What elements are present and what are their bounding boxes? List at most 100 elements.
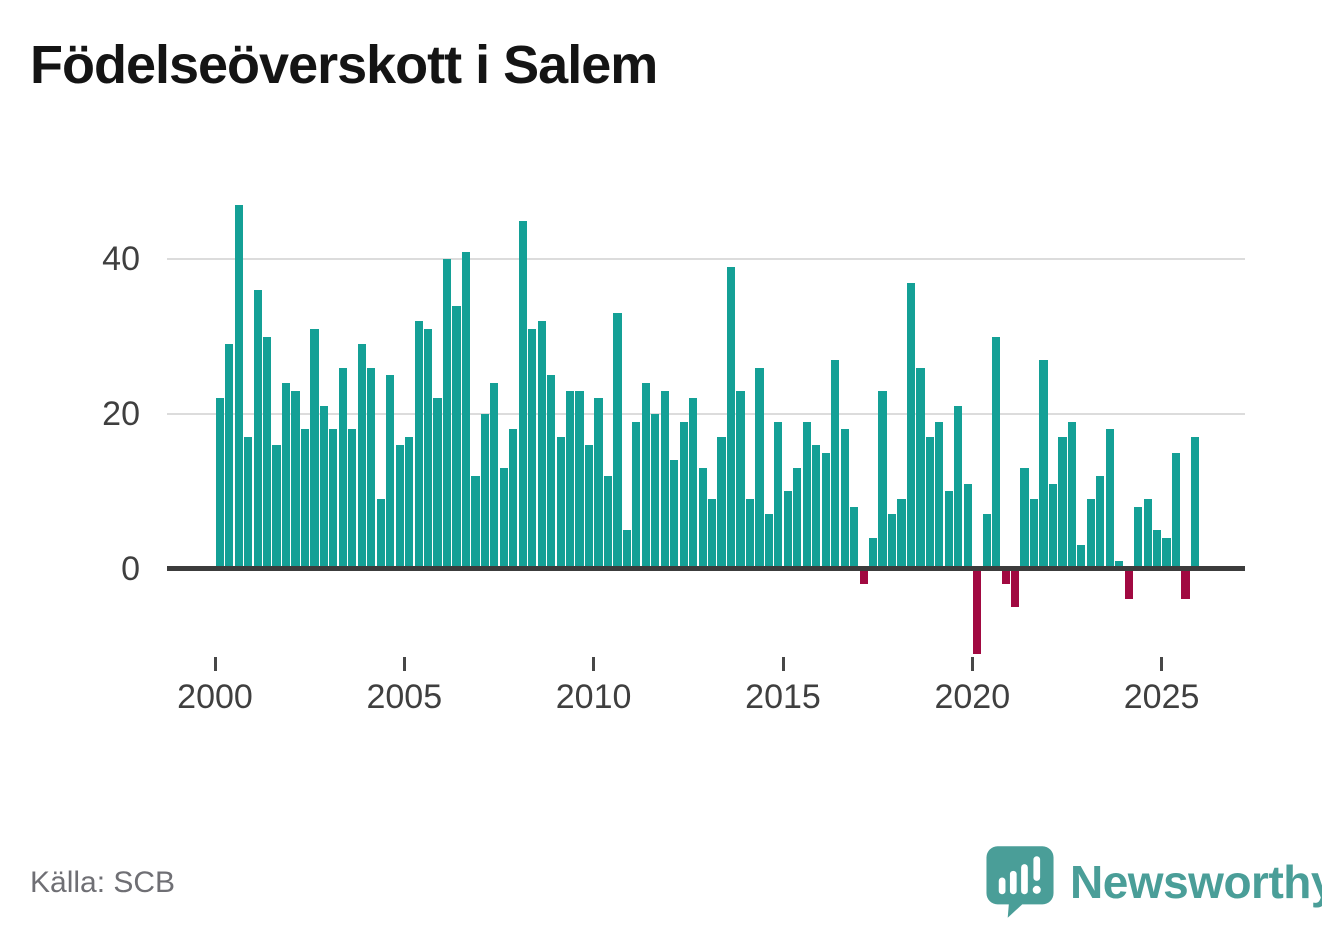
bar-2007-q2 (490, 383, 499, 569)
bar-2007-q1 (480, 413, 489, 569)
source-note: Källa: SCB (30, 866, 176, 899)
bar-2014-q4 (774, 421, 783, 569)
bar-2003-q4 (357, 344, 366, 569)
bar-2013-q2 (717, 437, 726, 569)
bar-2025-q3 (1181, 568, 1190, 600)
bar-2014-q2 (755, 367, 764, 569)
bar-2004-q4 (395, 444, 404, 569)
bar-2010-q3 (613, 313, 622, 569)
bar-2023-q3 (1105, 429, 1114, 569)
bar-2016-q1 (821, 452, 830, 569)
bar-2025-q4 (1190, 437, 1200, 569)
bar-2015-q1 (783, 491, 792, 569)
bar-2007-q4 (509, 429, 518, 569)
bar-2008-q1 (518, 220, 527, 569)
bar-2002-q3 (310, 328, 319, 569)
bar-2012-q4 (698, 468, 707, 569)
bar-2018-q1 (897, 498, 906, 569)
x-tick-2020 (970, 657, 974, 671)
bar-2010-q1 (594, 398, 603, 569)
x-axis-label-2005: 2005 (366, 678, 443, 716)
bar-2024-q2 (1134, 506, 1143, 569)
bar-series (215, 0, 1216, 939)
y-axis-label-20: 20 (102, 394, 140, 433)
bar-2005-q4 (433, 398, 442, 569)
bar-2012-q2 (679, 421, 688, 569)
bar-2006-q2 (452, 305, 461, 569)
bar-2010-q2 (603, 475, 613, 569)
bar-2004-q1 (367, 367, 376, 569)
bar-2018-q3 (916, 367, 925, 569)
bar-2024-q3 (1143, 498, 1152, 569)
bar-2012-q3 (689, 398, 698, 569)
bar-2018-q2 (906, 282, 916, 569)
bar-2011-q3 (651, 413, 660, 569)
x-axis-label-2020: 2020 (934, 678, 1011, 716)
newsworthy-logo-icon (986, 846, 1054, 918)
bar-2009-q4 (584, 444, 594, 569)
bar-2020-q3 (992, 336, 1001, 569)
newsworthy-logo: Newsworthy (984, 844, 1322, 920)
bar-2019-q1 (935, 421, 944, 569)
bar-2000-q1 (215, 398, 224, 569)
bar-2020-q1 (973, 568, 982, 654)
bar-2022-q3 (1067, 421, 1076, 569)
bar-2025-q1 (1162, 537, 1171, 569)
x-axis-label-2015: 2015 (745, 678, 821, 716)
bar-2007-q3 (499, 468, 508, 569)
bar-2002-q4 (319, 406, 329, 569)
bar-2003-q2 (338, 367, 347, 569)
bar-2019-q4 (963, 483, 972, 569)
bar-2020-q4 (1001, 568, 1010, 584)
bar-2001-q4 (281, 383, 291, 569)
bar-2019-q3 (954, 406, 963, 569)
bar-2000-q2 (225, 344, 234, 569)
bar-2013-q4 (736, 390, 745, 569)
bar-2000-q4 (244, 437, 253, 569)
bar-2008-q3 (537, 321, 546, 569)
bar-2009-q3 (575, 390, 584, 569)
gridline-40 (167, 258, 1245, 261)
y-axis-label-40: 40 (102, 240, 140, 279)
bar-2017-q1 (859, 568, 868, 584)
x-tick-2000 (213, 657, 217, 671)
x-axis-label-2010: 2010 (555, 678, 632, 716)
chart-title: Födelseöverskott i Salem (30, 35, 658, 95)
bar-2001-q3 (272, 444, 281, 569)
bar-2015-q2 (793, 468, 802, 569)
bar-2017-q3 (878, 390, 887, 569)
x-axis-label-2000: 2000 (177, 678, 253, 716)
bar-2016-q2 (831, 359, 840, 569)
bar-2004-q3 (386, 375, 395, 569)
bar-2012-q1 (670, 460, 679, 569)
x-tick-2005 (402, 657, 406, 671)
bar-2005-q3 (423, 328, 433, 569)
bar-2021-q4 (1039, 359, 1048, 569)
bar-2003-q3 (348, 429, 357, 569)
bar-2020-q2 (982, 514, 991, 569)
x-axis-label-2025: 2025 (1123, 678, 1200, 716)
bar-2003-q1 (329, 429, 338, 569)
bar-2016-q3 (840, 429, 849, 569)
bar-2013-q1 (708, 498, 717, 569)
x-tick-2010 (592, 657, 596, 671)
x-tick-2025 (1160, 657, 1164, 671)
y-axis-label-0: 0 (121, 549, 140, 588)
bar-2010-q4 (622, 529, 631, 569)
bar-2021-q1 (1010, 568, 1020, 608)
bar-2024-q4 (1153, 529, 1162, 569)
bar-2016-q4 (850, 506, 859, 569)
bar-2006-q3 (461, 251, 471, 569)
bar-2015-q3 (802, 421, 811, 569)
bar-2011-q1 (632, 421, 641, 569)
bar-2004-q2 (376, 498, 385, 569)
bar-2024-q1 (1124, 568, 1133, 600)
bar-2022-q1 (1048, 483, 1058, 569)
bar-2025-q2 (1171, 452, 1181, 569)
bar-2014-q1 (745, 498, 755, 569)
bar-2001-q1 (253, 290, 262, 569)
bar-2001-q2 (263, 336, 272, 569)
bar-2014-q3 (764, 514, 773, 569)
bar-2023-q1 (1086, 498, 1095, 569)
